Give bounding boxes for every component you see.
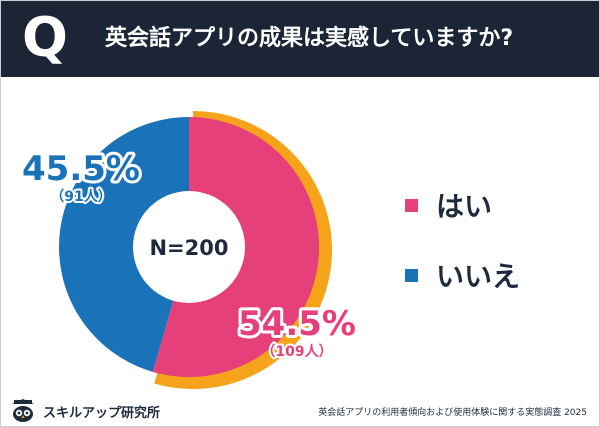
legend-item-no: いいえ (405, 251, 520, 299)
q-mark-icon: Q (22, 6, 68, 69)
donut-hole (133, 191, 245, 303)
owl-icon (12, 399, 34, 422)
legend: はい いいえ (405, 181, 520, 321)
legend-label-no: いいえ (436, 260, 521, 293)
chart-area: N=200 54.5% （109人） 45.5% （91人） はい いいえ (1, 77, 599, 426)
slice-labels: 54.5%（109人） 45.5%（91人） (19, 146, 359, 362)
legend-swatch-no (405, 268, 418, 282)
legend-item-yes: はい (405, 181, 520, 229)
donut-chart: N=200 54.5%（109人） 45.5%（91人） (19, 111, 359, 389)
brand-logo: スキルアップ研究所 (9, 399, 160, 423)
survey-source: 英会話アプリの利用者傾向および使用体験に関する実態調査 2025 (318, 408, 587, 418)
legend-swatch-yes (405, 198, 418, 212)
chart-title: 英会話アプリの成果は実感していますか? (105, 26, 514, 51)
percent-label-yes: 54.5% (238, 304, 356, 344)
center-n-label: N=200 (149, 236, 228, 260)
brand-name: スキルアップ研究所 (43, 405, 161, 421)
question-header: Q 英会話アプリの成果は実感していますか? (1, 1, 599, 77)
legend-label-yes: はい (436, 190, 493, 223)
count-label-no: （91人） (50, 188, 111, 205)
slice-no (59, 117, 189, 372)
percent-label-no: 45.5% (22, 149, 140, 189)
count-label-yes: （109人） (261, 343, 332, 360)
